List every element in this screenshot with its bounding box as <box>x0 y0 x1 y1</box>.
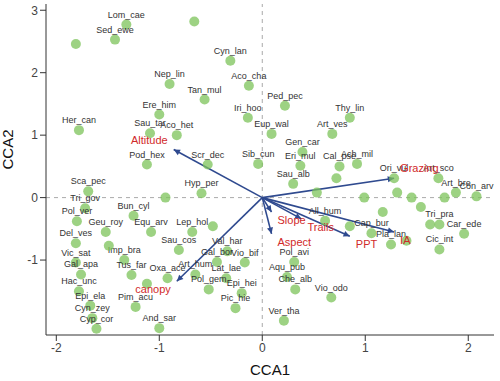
svg-text:Trails: Trails <box>307 221 334 233</box>
svg-text:Gal_bor: Gal_bor <box>201 247 233 257</box>
svg-text:Cyn_lan: Cyn_lan <box>214 46 247 56</box>
svg-text:Pol_avi: Pol_avi <box>279 247 309 257</box>
svg-text:Equ_arv: Equ_arv <box>134 217 168 227</box>
svg-text:Tri_pra: Tri_pra <box>425 209 454 220</box>
svg-text:Car_ede: Car_ede <box>447 219 482 229</box>
svg-text:2: 2 <box>465 341 472 355</box>
svg-text:2: 2 <box>31 66 38 80</box>
svg-text:Oxa_ace: Oxa_ace <box>149 263 186 274</box>
svg-text:Her_can: Her_can <box>62 115 96 125</box>
svg-text:Cic_int: Cic_int <box>426 234 454 244</box>
svg-text:Hyp_per: Hyp_per <box>184 178 218 188</box>
svg-text:Art_hum: Art_hum <box>178 259 212 269</box>
svg-text:Imp_bra: Imp_bra <box>107 245 141 256</box>
svg-text:-2: -2 <box>51 341 62 355</box>
svg-text:Ere_him: Ere_him <box>143 100 177 110</box>
svg-text:Nep_lin: Nep_lin <box>154 69 185 79</box>
svg-text:Aco_cha: Aco_cha <box>231 71 266 81</box>
svg-text:Eup_wal: Eup_wal <box>254 119 289 129</box>
svg-text:Val_har: Val_har <box>212 236 242 246</box>
svg-text:PPT: PPT <box>356 238 378 250</box>
svg-text:Pla_lan: Pla_lan <box>376 229 406 240</box>
svg-text:Sib_cun: Sib_cun <box>242 149 275 159</box>
svg-text:Aqu_pub: Aqu_pub <box>269 262 305 272</box>
svg-text:Tan_mul: Tan_mul <box>188 85 222 95</box>
svg-text:Cyn_zey: Cyn_zey <box>75 303 111 313</box>
svg-text:-1: -1 <box>154 341 165 355</box>
svg-text:Aco_het: Aco_het <box>160 120 194 130</box>
svg-text:Vio_odo: Vio_odo <box>315 283 348 293</box>
svg-text:Cap_bur: Cap_bur <box>354 218 389 228</box>
svg-text:Altitude: Altitude <box>131 134 168 146</box>
svg-text:Del_ves: Del_ves <box>60 228 93 238</box>
svg-text:Ver_tha: Ver_tha <box>268 306 299 316</box>
svg-text:Eri_mul: Eri_mul <box>285 151 316 161</box>
svg-text:Cal_pse: Cal_pse <box>323 151 356 161</box>
svg-text:And_sar: And_sar <box>143 313 177 323</box>
svg-text:Thy_lin: Thy_lin <box>335 103 364 113</box>
svg-text:Geu_roy: Geu_roy <box>88 217 123 227</box>
svg-text:Ori_vul: Ori_vul <box>379 163 409 174</box>
svg-text:0: 0 <box>31 191 38 205</box>
svg-text:Epi_ela: Epi_ela <box>75 291 105 301</box>
svg-text:CCA1: CCA1 <box>250 361 290 378</box>
svg-text:All_hum: All_hum <box>309 206 342 216</box>
svg-text:Scr_dec: Scr_dec <box>191 150 225 160</box>
svg-text:Pol_gem: Pol_gem <box>191 274 227 284</box>
svg-text:Aspect: Aspect <box>278 236 312 248</box>
svg-text:Tri_gov: Tri_gov <box>70 193 100 203</box>
svg-text:Sau_alb: Sau_alb <box>277 169 310 179</box>
svg-text:Pod_hex: Pod_hex <box>129 150 165 160</box>
svg-text:Art_bre: Art_bre <box>441 177 471 188</box>
svg-text:Grazing: Grazing <box>400 162 439 174</box>
svg-text:Iri_hoo: Iri_hoo <box>234 103 262 113</box>
svg-text:Lat_lae: Lat_lae <box>211 263 241 273</box>
svg-text:Vio_bif: Vio_bif <box>231 248 259 258</box>
svg-text:canopy: canopy <box>135 283 171 295</box>
svg-text:1: 1 <box>362 341 369 355</box>
svg-text:Con_arv: Con_arv <box>459 181 492 191</box>
svg-text:Epi_hei: Epi_hei <box>227 278 257 288</box>
svg-text:Che_alb: Che_alb <box>278 274 312 284</box>
svg-text:0: 0 <box>259 341 266 355</box>
svg-text:CCA2: CCA2 <box>8 129 16 169</box>
svg-text:Pol_ver: Pol_ver <box>62 206 93 216</box>
svg-text:Cyp_cor: Cyp_cor <box>80 314 114 324</box>
svg-text:Pim_acu: Pim_acu <box>118 291 154 302</box>
svg-text:IA: IA <box>400 234 411 246</box>
svg-text:Sed_ewe: Sed_ewe <box>96 25 134 35</box>
svg-text:Sau_cos: Sau_cos <box>161 235 197 245</box>
svg-text:Gal_apa: Gal_apa <box>64 259 98 269</box>
svg-text:1: 1 <box>31 128 38 142</box>
svg-text:Gen_car: Gen_car <box>285 137 320 147</box>
svg-text:Slope: Slope <box>278 214 306 226</box>
svg-text:Art_ves: Art_ves <box>317 119 348 129</box>
svg-text:Sau_tar: Sau_tar <box>134 118 166 129</box>
svg-text:Hac_unc: Hac_unc <box>61 276 97 286</box>
svg-text:Lep_hol: Lep_hol <box>176 217 208 227</box>
svg-text:Ped_pec: Ped_pec <box>267 91 303 101</box>
svg-text:Lom_cae: Lom_cae <box>108 10 145 20</box>
svg-text:Bun_cyl: Bun_cyl <box>118 201 150 211</box>
svg-text:Pic_hie: Pic_hie <box>221 293 251 303</box>
svg-text:Tus_far: Tus_far <box>116 260 146 270</box>
svg-text:Sca_pec: Sca_pec <box>71 176 107 186</box>
svg-text:-1: -1 <box>27 253 38 267</box>
svg-text:3: 3 <box>31 4 38 18</box>
svg-text:Ach_mil: Ach_mil <box>341 148 373 159</box>
svg-text:Vic_sat: Vic_sat <box>61 248 91 258</box>
